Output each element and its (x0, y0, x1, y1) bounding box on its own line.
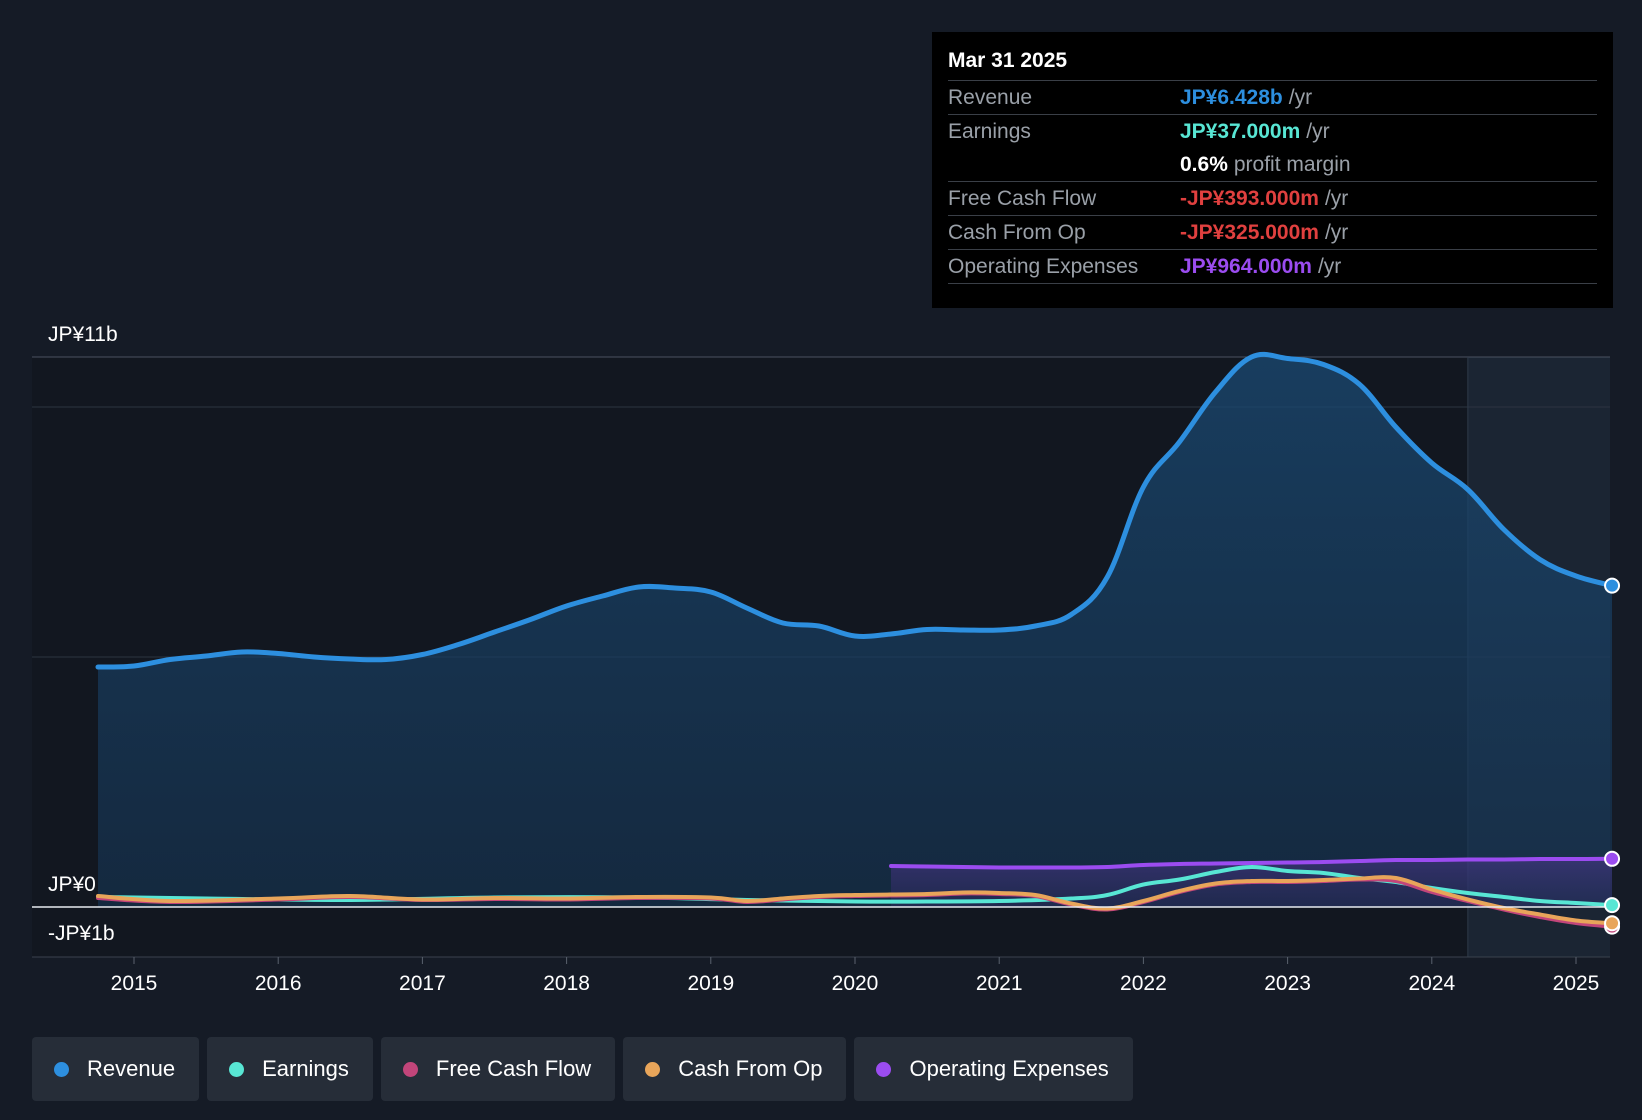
x-tick-label: 2025 (1553, 972, 1600, 995)
operating-expenses-line (889, 856, 1614, 870)
tooltip-label: Revenue (948, 85, 1033, 109)
tooltip-value: 0.6% (1180, 152, 1228, 176)
tooltip-row-earnings: Earnings JP¥37.000m /yr (948, 114, 1597, 148)
tooltip-row-revenue: Revenue JP¥6.428b /yr (948, 80, 1597, 114)
tooltip-row-margin: 0.6% profit margin (948, 148, 1597, 181)
x-tick-label: 2022 (1120, 972, 1167, 995)
x-tick-label: 2019 (687, 972, 734, 995)
legend-item-revenue[interactable]: Revenue (32, 1037, 200, 1101)
revenue-end-marker (1604, 577, 1621, 594)
tooltip-unit: profit margin (1233, 152, 1351, 176)
revenue-area (98, 354, 1612, 907)
legend-item-free-cash-flow[interactable]: Free Cash Flow (380, 1037, 616, 1101)
tooltip-date: Mar 31 2025 (948, 49, 1068, 72)
legend-label: Cash From Op (678, 1056, 823, 1081)
tooltip-label: Cash From Op (948, 220, 1086, 244)
legend-dot-icon (54, 1061, 69, 1077)
cash-from-op-end-marker (1604, 915, 1621, 932)
legend-label: Revenue (87, 1056, 176, 1081)
tooltip-row-fcf: Free Cash Flow -JP¥393.000m /yr (948, 181, 1597, 215)
revenue-line (95, 351, 1615, 670)
y-axis-bottom-label: -JP¥1b (48, 922, 115, 945)
legend-label: Earnings (262, 1056, 349, 1081)
legend-item-cash-from-op[interactable]: Cash From Op (623, 1037, 847, 1101)
legend-dot-icon (876, 1061, 892, 1077)
y-axis-top-label: JP¥11b (48, 323, 118, 346)
tooltip-row-cfo: Cash From Op -JP¥325.000m /yr (948, 215, 1597, 249)
legend-item-operating-expenses[interactable]: Operating Expenses (854, 1037, 1133, 1101)
tooltip-label: Earnings (948, 119, 1031, 143)
tooltip-value: JP¥37.000m (1180, 119, 1301, 143)
legend-dot-icon (402, 1061, 418, 1077)
tooltip-row-opex: Operating Expenses JP¥964.000m /yr (948, 249, 1597, 284)
x-tick-label: 2024 (1408, 972, 1455, 995)
tooltip-unit: /yr (1306, 119, 1330, 143)
tooltip-label: Operating Expenses (948, 254, 1139, 278)
tooltip-label: Free Cash Flow (948, 186, 1097, 210)
legend: Revenue Earnings Free Cash Flow Cash Fro… (32, 1037, 1141, 1101)
tooltip-value: JP¥6.428b (1180, 85, 1283, 109)
tooltip: Mar 31 2025 Revenue JP¥6.428b /yr Earnin… (932, 32, 1613, 308)
tooltip-unit: /yr (1324, 186, 1349, 210)
legend-dot-icon (645, 1061, 661, 1077)
tooltip-unit: /yr (1317, 254, 1342, 278)
tooltip-value: -JP¥325.000m (1180, 220, 1319, 244)
tooltip-unit: /yr (1324, 220, 1349, 244)
legend-dot-icon (229, 1061, 245, 1077)
earnings-end-marker (1604, 897, 1621, 914)
legend-label: Free Cash Flow (435, 1056, 592, 1081)
x-tick-label: 2016 (255, 972, 302, 995)
operating-expenses-end-marker (1604, 850, 1621, 867)
tooltip-unit: /yr (1288, 85, 1313, 109)
x-tick-label: 2021 (976, 972, 1023, 995)
tooltip-value: -JP¥393.000m (1180, 186, 1319, 210)
x-tick-label: 2020 (832, 972, 879, 995)
x-tick-label: 2017 (399, 972, 446, 995)
x-tick-label: 2015 (111, 972, 158, 995)
legend-item-earnings[interactable]: Earnings (207, 1037, 373, 1101)
x-tick-label: 2018 (543, 972, 590, 995)
x-tick-label: 2023 (1264, 972, 1311, 995)
tooltip-value: JP¥964.000m (1180, 254, 1312, 278)
legend-label: Operating Expenses (909, 1056, 1109, 1081)
y-axis-zero-label: JP¥0 (48, 873, 96, 896)
cash-from-op-line (96, 875, 1614, 926)
